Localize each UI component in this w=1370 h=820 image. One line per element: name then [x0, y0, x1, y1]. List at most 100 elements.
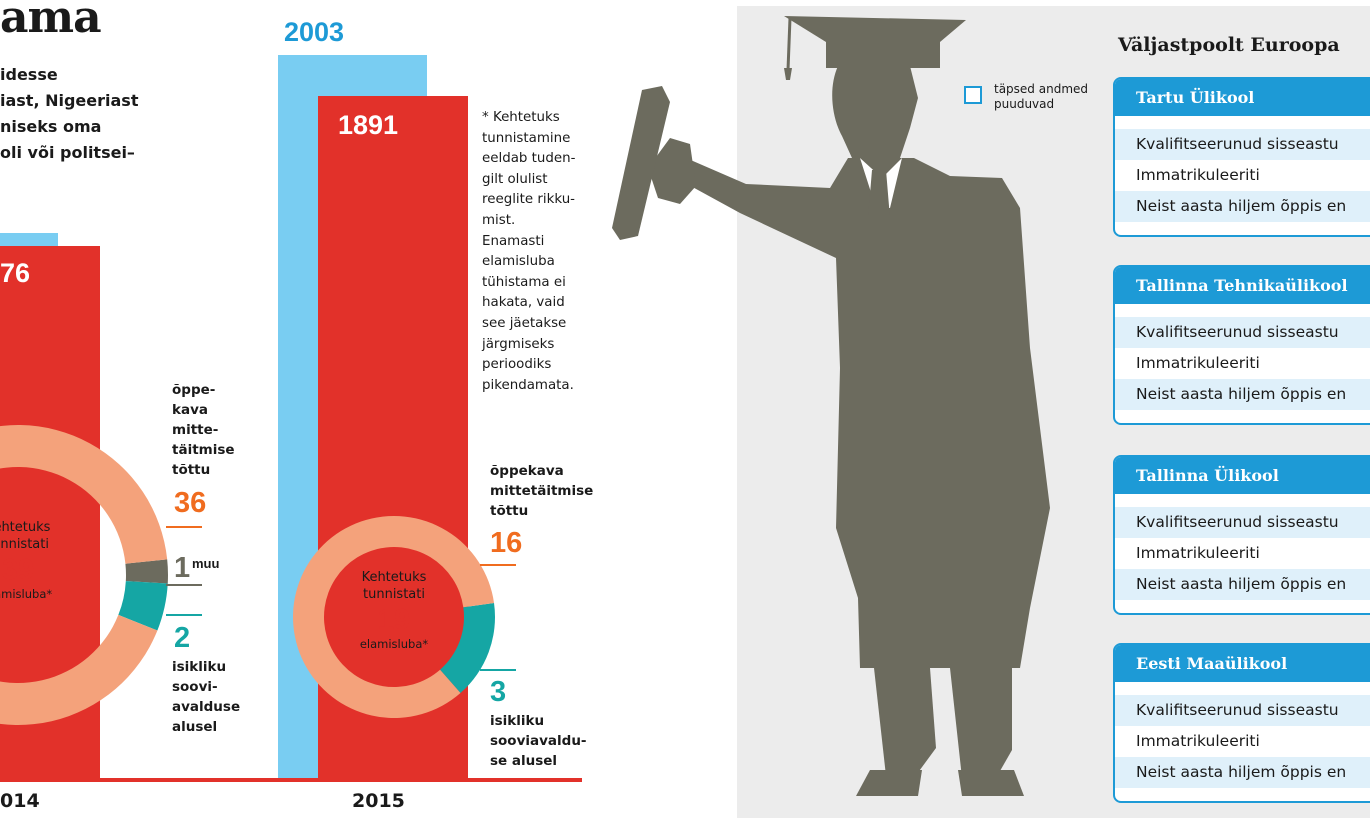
- label-2014-oppekava: õppe- kava mitte- täitmise tõttu: [172, 380, 235, 480]
- graduate-illustration: [612, 16, 1050, 796]
- card-row: Neist aasta hiljem õppis en: [1115, 569, 1370, 600]
- intro-line: idesse: [0, 65, 58, 84]
- bar-label-2015-red: 1891: [338, 110, 399, 140]
- card-row: Neist aasta hiljem õppis en: [1115, 379, 1370, 410]
- university-card-emu: Eesti Maaülikool Kvalifitseerunud sissea…: [1113, 643, 1370, 803]
- label-line: isikliku: [490, 713, 545, 729]
- value-2014-muu: 1: [174, 552, 191, 584]
- footnote-line: perioodiks: [482, 357, 552, 373]
- value-2014-oppekava: 36: [174, 487, 207, 519]
- value-2015-oppekava: 16: [490, 527, 523, 559]
- headline: ama: [0, 0, 102, 43]
- card-row: Immatrikuleeriti: [1136, 544, 1260, 562]
- card-title: Tallinna Tehnikaülikool: [1115, 267, 1370, 304]
- legend-text: täpsed andmed puuduvad: [994, 82, 1088, 112]
- label-line: tõttu: [172, 462, 211, 478]
- label-line: õppekava: [490, 463, 564, 479]
- footnote-line: * Kehtetuks: [482, 110, 560, 125]
- label-line: täitmise: [172, 442, 235, 458]
- footnote-line: gilt olulist: [482, 171, 548, 187]
- year-label-2014: 014: [0, 790, 40, 812]
- missing-data-icon: [964, 86, 982, 104]
- text-2014-muu: muu: [192, 556, 220, 571]
- donut-center-caption: elamisluba*: [0, 587, 53, 601]
- label-line: tõttu: [490, 503, 529, 519]
- university-card-tartu: Tartu Ülikool Kvalifitseerunud sisseastu…: [1113, 77, 1370, 237]
- label-2014-isiklik: isikliku soovi- avalduse alusel: [172, 657, 240, 737]
- footnote-line: reeglite rikku-: [482, 192, 576, 208]
- footnote-line: pikendamata.: [482, 377, 574, 393]
- label-line: soovi-: [172, 679, 218, 695]
- donut-center-line: Kehtetuks: [361, 570, 427, 585]
- intro-line: oli või politsei–: [0, 143, 135, 162]
- footnote-line: hakata, vaid: [482, 295, 565, 311]
- footnote-line: tunnistamine: [482, 130, 571, 146]
- university-card-ttu: Tallinna Tehnikaülikool Kvalifitseerunud…: [1113, 265, 1370, 425]
- donut-charts: [0, 425, 495, 725]
- card-row: Immatrikuleeriti: [1136, 732, 1260, 750]
- intro-text: idesse iast, Nigeeriast niseks oma oli v…: [0, 62, 170, 166]
- tick-2014-isiklik: [166, 614, 202, 616]
- tick-2015-oppekava: [480, 564, 516, 566]
- card-row: Kvalifitseerunud sisseastu: [1115, 317, 1370, 348]
- university-card-tlu: Tallinna Ülikool Kvalifitseerunud sissea…: [1113, 455, 1370, 615]
- intro-line: niseks oma: [0, 117, 102, 136]
- donut-center-value: 19: [377, 604, 411, 636]
- card-row: Immatrikuleeriti: [1136, 354, 1260, 372]
- tick-2015-isiklik: [480, 669, 516, 671]
- label-line: sooviavaldu-: [490, 733, 587, 749]
- label-line: mittetäitmise: [490, 483, 594, 499]
- label-line: isikliku: [172, 659, 227, 675]
- label-2015-isiklik: isikliku sooviavaldu- se alusel: [490, 711, 587, 771]
- label-line: avalduse: [172, 699, 241, 715]
- card-row: Neist aasta hiljem õppis en: [1115, 757, 1370, 788]
- card-row: Immatrikuleeriti: [1136, 166, 1260, 184]
- value-2015-isiklik: 3: [490, 676, 507, 708]
- card-row: Kvalifitseerunud sisseastu: [1115, 695, 1370, 726]
- donut-center-line: tunnistati: [0, 537, 49, 552]
- footnote-line: elamisluba: [482, 254, 555, 270]
- label-line: õppe-: [172, 382, 216, 398]
- cap-icon: [784, 16, 966, 42]
- label-line: mitte-: [172, 422, 219, 438]
- label-2015-oppekava: õppekava mittetäitmise tõttu: [490, 461, 593, 521]
- intro-line: iast, Nigeeriast: [0, 91, 139, 110]
- card-title: Tartu Ülikool: [1115, 79, 1370, 116]
- legend-line: puuduvad: [994, 97, 1055, 111]
- chart-baseline: [0, 778, 582, 782]
- label-line: kava: [172, 402, 208, 418]
- card-title: Tallinna Ülikool: [1115, 457, 1370, 494]
- donut-slice-2015-0: [293, 516, 495, 718]
- tick-2014-muu: [166, 584, 202, 586]
- donut-slice-2014-1: [125, 559, 168, 584]
- footnote-line: eeldab tuden-: [482, 151, 576, 167]
- bar-label-2015-blue: 2003: [284, 17, 345, 47]
- donut-center-caption: elamisluba*: [359, 637, 429, 651]
- card-row: Neist aasta hiljem õppis en: [1115, 191, 1370, 222]
- tick-2014-oppekava: [166, 526, 202, 528]
- footnote-line: tühistama ei: [482, 274, 566, 290]
- card-row: Kvalifitseerunud sisseastu: [1115, 507, 1370, 538]
- donut-slice-2014-0: [0, 425, 168, 725]
- card-row: Kvalifitseerunud sisseastu: [1115, 129, 1370, 160]
- bar-label-2014-red: 76: [0, 258, 31, 288]
- donut-center-line: tunnistati: [363, 587, 425, 602]
- legend-line: täpsed andmed: [994, 82, 1089, 96]
- donut-2014-center: Kehtetuks tunnistati 39 elamisluba*: [0, 519, 78, 601]
- year-label-2015: 2015: [352, 790, 405, 812]
- footnote-line: järgmiseks: [482, 336, 555, 352]
- footnote-line: see jäetakse: [482, 315, 567, 331]
- footnote: * Kehtetuks tunnistamine eeldab tuden- g…: [482, 108, 602, 396]
- footnote-line: mist.: [482, 212, 516, 228]
- donut-center-value: 39: [1, 554, 35, 586]
- value-2014-isiklik: 2: [174, 622, 191, 654]
- donut-center-line: Kehtetuks: [0, 520, 51, 535]
- label-line: se alusel: [490, 753, 558, 769]
- footnote-line: Enamasti: [482, 233, 545, 249]
- bar-2015-red: [318, 96, 468, 778]
- label-line: alusel: [172, 719, 218, 735]
- donut-slice-2014-2: [118, 581, 168, 631]
- donut-slice-2015-1: [440, 602, 495, 694]
- right-panel-title: Väljastpoolt Euroopa: [1118, 34, 1340, 56]
- donut-2015-center: Kehtetuks tunnistati 19 elamisluba*: [334, 569, 454, 651]
